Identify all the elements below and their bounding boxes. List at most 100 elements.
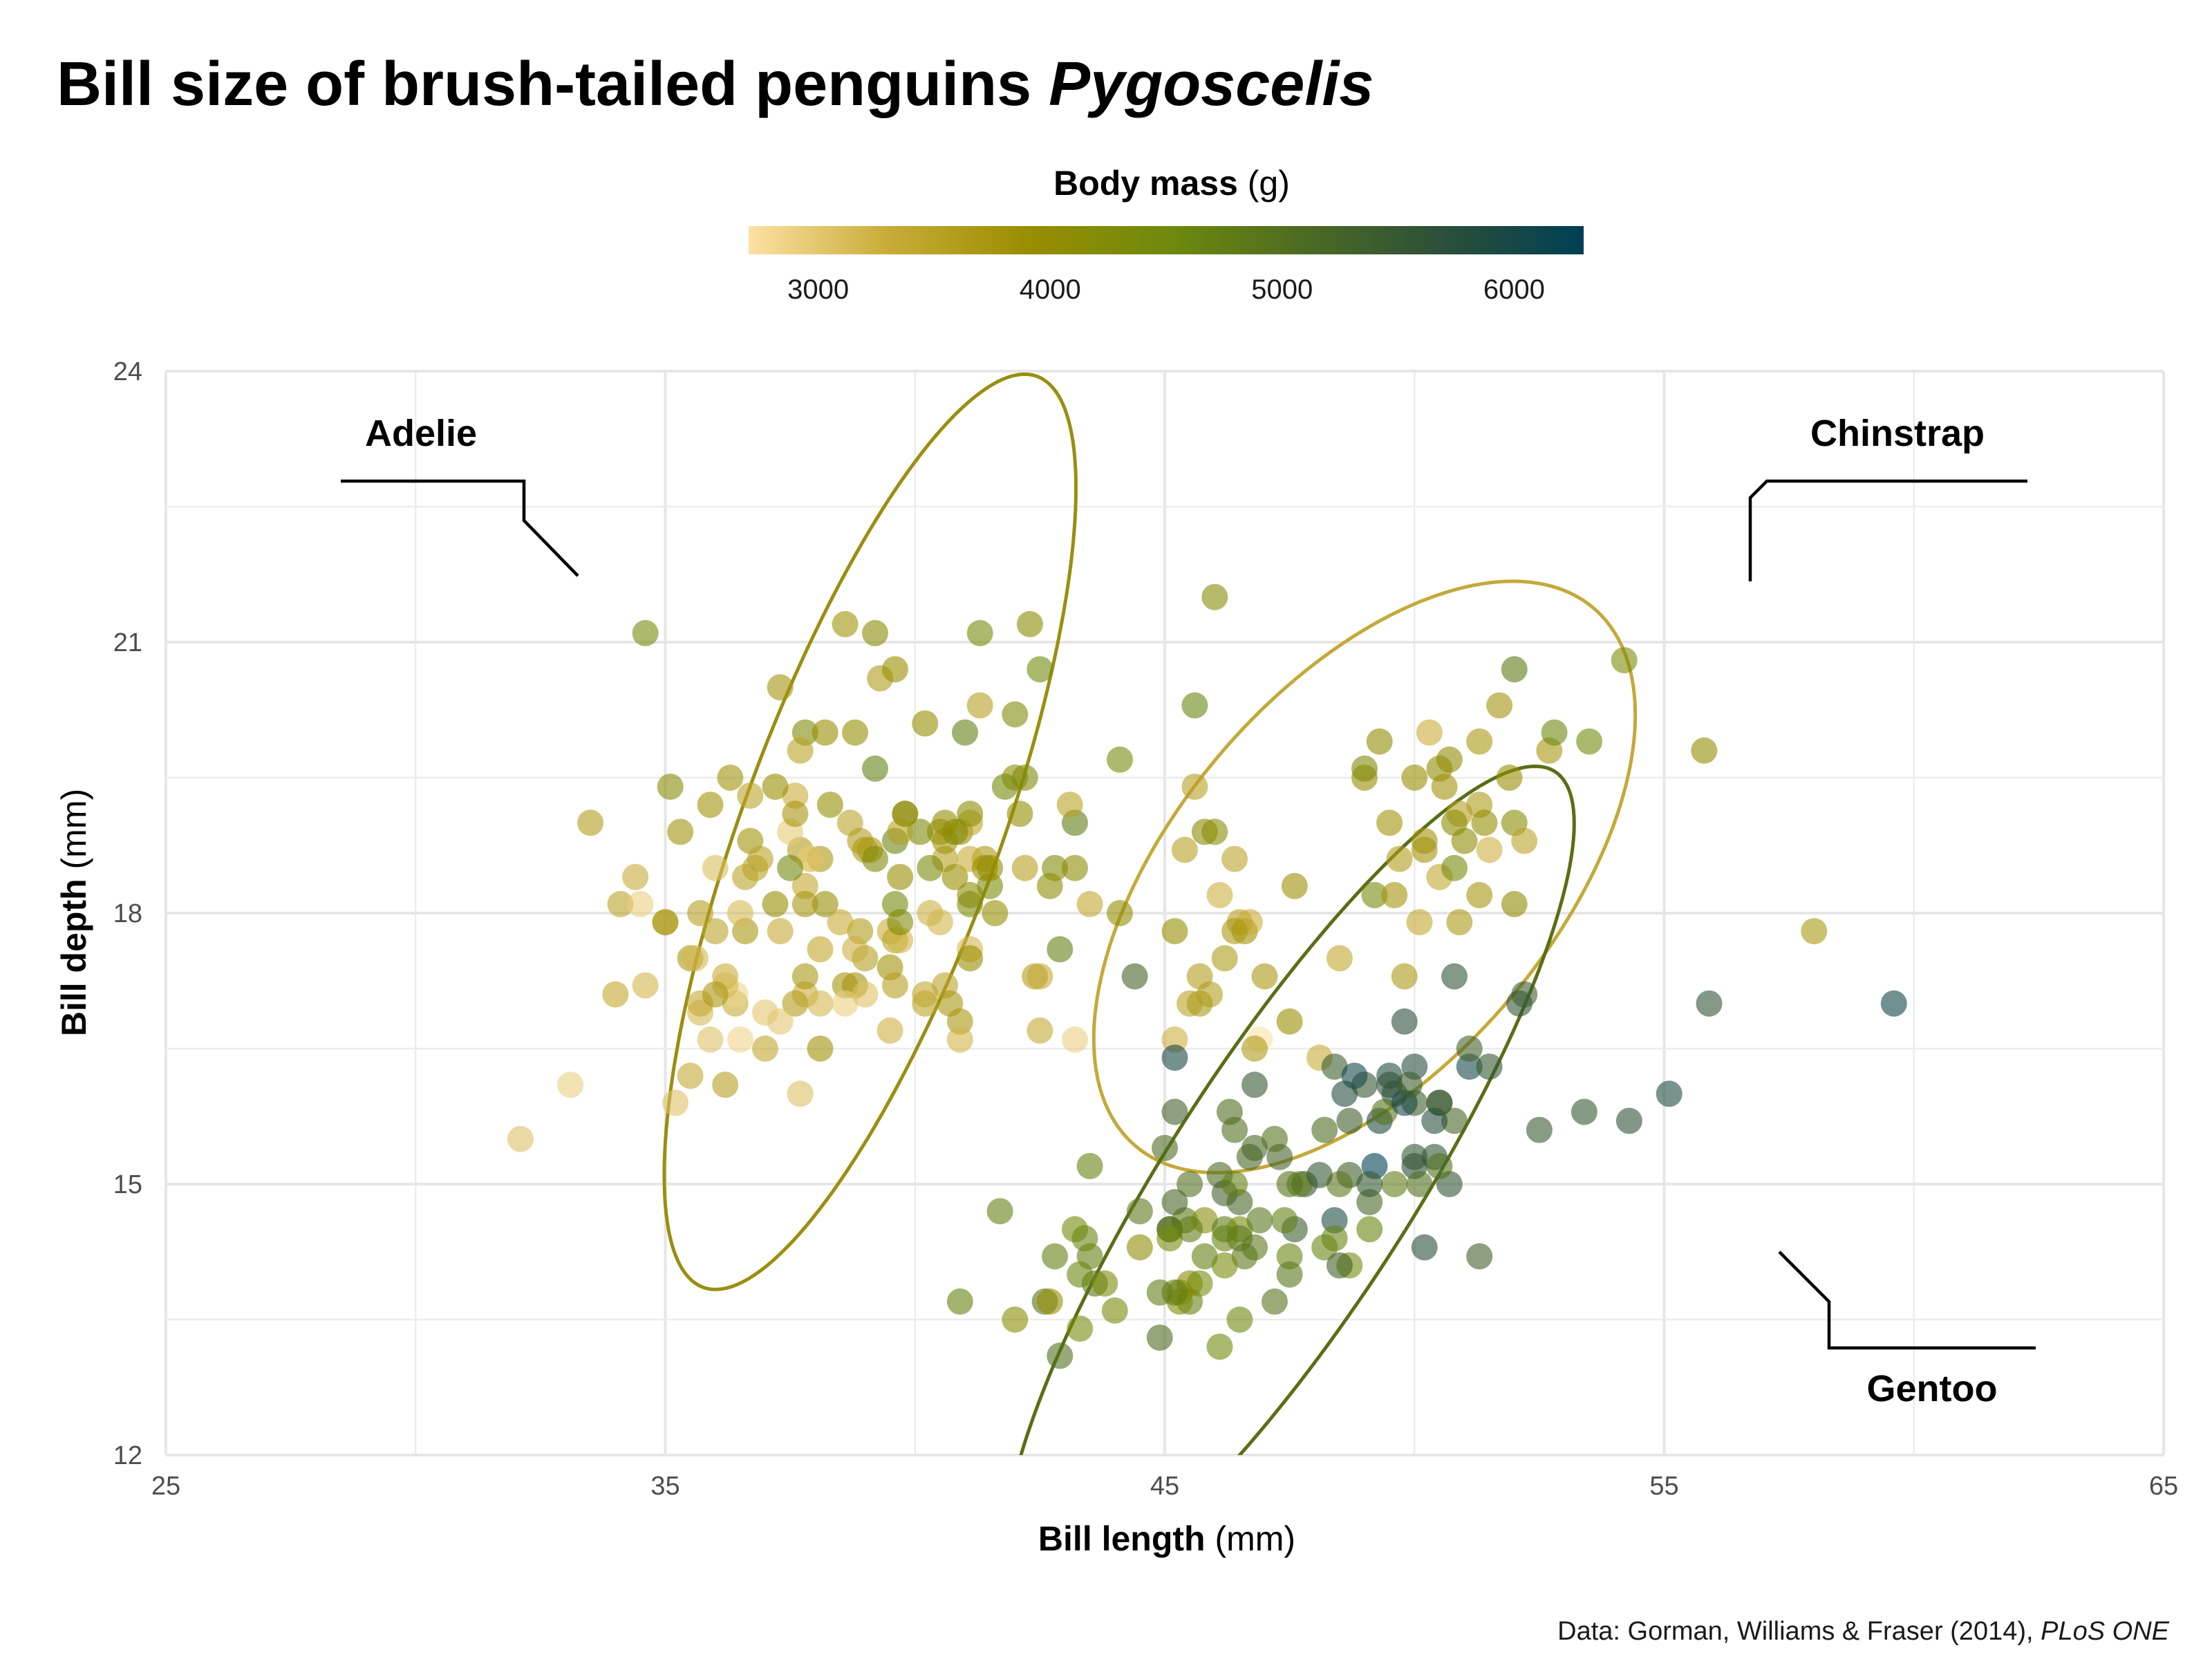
chinstrap-point <box>1206 881 1233 908</box>
chinstrap-point <box>1466 881 1493 908</box>
chinstrap-point <box>1476 836 1503 863</box>
adelie-point <box>977 854 1004 881</box>
x-tick-label: 55 <box>1649 1472 1678 1501</box>
chinstrap-point <box>1431 774 1458 800</box>
adelie-point <box>577 809 604 836</box>
gentoo-point <box>1391 1008 1418 1035</box>
adelie-point <box>937 990 964 1017</box>
gentoo-point <box>1241 1134 1268 1161</box>
chinstrap-point <box>1186 990 1213 1017</box>
chinstrap-point <box>1276 1008 1303 1035</box>
adelie-point <box>982 900 1009 926</box>
chinstrap-point <box>1441 809 1468 836</box>
chinstrap-point <box>1181 774 1208 800</box>
x-tick-label: 45 <box>1150 1472 1179 1501</box>
adelie-point <box>777 854 804 881</box>
adelie-leader-line <box>341 479 579 577</box>
gentoo-point <box>1221 1116 1248 1143</box>
gentoo-leader-line <box>1778 1250 2036 1350</box>
gentoo-point <box>1426 1152 1453 1179</box>
adelie-point <box>832 990 859 1017</box>
adelie-point <box>697 1026 724 1053</box>
chinstrap-point <box>1401 765 1428 791</box>
gentoo-point <box>1880 990 1907 1017</box>
gentoo-point <box>1226 1306 1253 1333</box>
adelie-point <box>782 782 809 809</box>
adelie-point <box>862 619 888 646</box>
adelie-point <box>977 872 1004 899</box>
adelie-point <box>702 918 729 945</box>
color-legend: Body mass (g) 3000 4000 5000 6000 <box>749 164 1584 305</box>
gentoo-point <box>1156 1225 1183 1252</box>
gentoo-point <box>1456 1053 1483 1080</box>
gentoo-point <box>1047 1342 1074 1369</box>
adelie-point <box>727 1026 753 1053</box>
adelie-point <box>717 765 744 791</box>
adelie-point <box>712 1071 739 1098</box>
legend-tick-label: 4000 <box>1020 274 1081 305</box>
adelie-point <box>752 1035 778 1062</box>
gentoo-point <box>1221 1171 1248 1197</box>
y-axis-ticks: 12 15 18 21 24 <box>113 357 142 1470</box>
adelie-point <box>1107 746 1133 773</box>
gentoo-point <box>946 1288 973 1315</box>
data-points <box>507 583 1907 1369</box>
adelie-point <box>1036 872 1063 899</box>
chinstrap-point <box>1416 719 1443 746</box>
adelie-point <box>917 854 944 881</box>
adelie-point <box>952 719 978 746</box>
plot-grid <box>165 370 2165 1456</box>
chinstrap-point <box>1471 809 1498 836</box>
adelie-point <box>887 927 914 954</box>
gentoo-point <box>1146 1324 1173 1351</box>
chinstrap-point <box>1381 881 1408 908</box>
adelie-point <box>632 619 659 646</box>
adelie-point <box>557 1071 584 1098</box>
gentoo-point <box>1126 1198 1153 1225</box>
chinstrap-point <box>1201 818 1228 845</box>
x-tick-label: 35 <box>650 1472 679 1501</box>
gentoo-annotation: Gentoo <box>1778 1250 2036 1409</box>
adelie-point <box>1011 854 1038 881</box>
chinstrap-label: Chinstrap <box>1810 413 1985 454</box>
adelie-point <box>877 1017 903 1044</box>
adelie-point <box>1016 610 1043 637</box>
gentoo-point <box>1336 1107 1363 1134</box>
gentoo-point <box>1321 1053 1348 1080</box>
chinstrap-point <box>1406 909 1433 936</box>
x-tick-label: 25 <box>151 1472 180 1501</box>
adelie-point <box>782 990 809 1017</box>
adelie-point <box>727 900 753 926</box>
adelie-point <box>1062 854 1088 881</box>
adelie-point <box>991 774 1018 800</box>
adelie-point <box>627 890 654 917</box>
gentoo-point <box>1321 1225 1348 1252</box>
chinstrap-point <box>1221 918 1248 945</box>
adelie-point <box>791 872 818 899</box>
gentoo-point <box>1177 1171 1203 1197</box>
chinstrap-point <box>1251 963 1278 990</box>
adelie-point <box>862 845 888 872</box>
adelie-point <box>912 710 939 737</box>
adelie-point <box>1107 900 1133 926</box>
adelie-point <box>892 800 919 827</box>
gentoo-point <box>1381 1171 1408 1197</box>
gentoo-point <box>1067 1261 1094 1288</box>
adelie-point <box>807 990 834 1017</box>
gentoo-point <box>1306 1161 1333 1188</box>
gentoo-point <box>1441 1107 1468 1134</box>
adelie-point <box>881 656 908 683</box>
gentoo-point <box>1071 1225 1098 1252</box>
adelie-point <box>932 809 959 836</box>
adelie-point <box>677 1062 704 1089</box>
adelie-point <box>607 890 634 917</box>
adelie-point <box>791 963 818 990</box>
chinstrap-leader-line <box>1748 479 2027 581</box>
gentoo-point <box>1456 1035 1483 1062</box>
adelie-point <box>957 800 984 827</box>
chinstrap-point <box>1171 836 1198 863</box>
gentoo-point <box>1656 1080 1683 1107</box>
gentoo-label: Gentoo <box>1867 1368 1998 1409</box>
chinstrap-point <box>1161 918 1188 945</box>
